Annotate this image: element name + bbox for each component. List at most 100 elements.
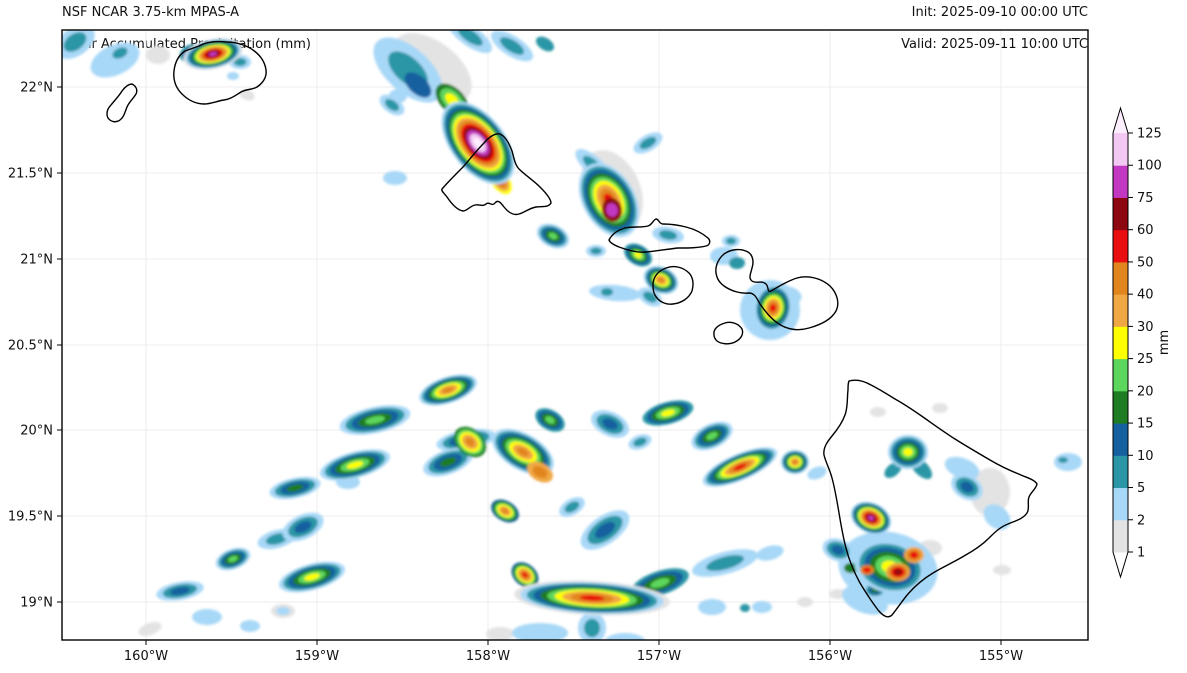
colorbar-tick-label: 125: [1137, 127, 1162, 142]
island-outline-kauai: [173, 40, 267, 105]
precip-cell-ring: [932, 403, 948, 413]
colorbar-tick-label: 5: [1137, 481, 1145, 496]
precip-cell-ring: [970, 468, 1010, 516]
precip-cell-ring: [792, 459, 798, 465]
colorbar-tick-label: 75: [1137, 191, 1154, 206]
precip-cell-ring: [639, 136, 657, 150]
precip-cell-ring: [729, 257, 745, 269]
precip-cell-ring: [589, 284, 641, 302]
precip-cell-ring: [752, 601, 772, 613]
precip-cell-ring: [634, 251, 642, 259]
precip-cell-ring: [807, 466, 827, 480]
y-axis-tick-label: 20°N: [20, 424, 53, 439]
precip-cell-ring: [442, 387, 454, 393]
precip-cell-ring: [265, 533, 289, 545]
colorbar-tick-label: 2: [1137, 513, 1145, 528]
precip-cell-ring: [545, 416, 555, 424]
x-axis-tick-label: 160°W: [124, 649, 168, 664]
colorbar-tick-label: 25: [1137, 352, 1154, 367]
island-outline-kahoolawe: [713, 321, 744, 345]
precip-cell-ring: [643, 291, 657, 303]
precip-cell-ring: [633, 437, 647, 447]
precip-cell-ring: [862, 567, 872, 573]
precip-cell-ring: [831, 545, 845, 555]
y-axis-tick-label: 20.5°N: [8, 339, 53, 354]
precip-cell-ring: [346, 461, 364, 469]
island-outline-maui: [715, 248, 839, 331]
precip-cell-ring: [725, 237, 737, 245]
colorbar-tick-label: 20: [1137, 384, 1154, 399]
x-axis-tick-label: 156°W: [808, 649, 852, 664]
y-axis-tick-label: 22°N: [20, 81, 53, 96]
precip-cell-ring: [532, 465, 548, 479]
precip-cell-ring: [733, 463, 747, 471]
precip-cell-ring: [170, 586, 190, 596]
island-outline-lanai: [652, 265, 694, 305]
precip-cell-ring: [457, 30, 483, 46]
precip-cell-ring: [535, 36, 555, 52]
precip-cell-ring: [602, 418, 618, 430]
colorbar-unit-label: mm: [1157, 330, 1172, 355]
colorbar-segment: [1113, 358, 1128, 392]
precip-cell-ring: [138, 622, 162, 636]
model-name: NSF NCAR 3.75-km MPAS-A: [62, 5, 240, 20]
precip-cell-ring: [769, 304, 777, 312]
precip-cell-ring: [658, 230, 678, 240]
colorbar-over-arrow: [1113, 108, 1128, 133]
precip-cell-ring: [650, 578, 670, 588]
precip-cell-ring: [706, 555, 744, 571]
precipitation-field: [62, 30, 1082, 640]
precip-cell-ring: [276, 606, 290, 616]
precip-cell-ring: [698, 599, 726, 615]
colorbar-tick-label: 60: [1137, 223, 1154, 238]
y-axis-tick-label: 21°N: [20, 253, 53, 268]
precip-cell-ring: [473, 137, 483, 149]
map-frame: [61, 29, 1089, 641]
colorbar-segment: [1113, 165, 1128, 198]
precip-cell-ring: [706, 432, 718, 440]
precip-cell-ring: [983, 504, 1011, 530]
colorbar-segment: [1113, 197, 1128, 231]
precip-cell-ring: [228, 555, 238, 563]
island-outline-niihau: [106, 83, 138, 123]
precip-cell-ring: [512, 623, 568, 640]
island-outline-oahu: [441, 133, 552, 216]
precip-cell-ring: [517, 447, 529, 457]
colorbar-tick-label: 1: [1137, 546, 1145, 561]
precip-cell-ring: [868, 515, 874, 521]
precip-cell-ring: [993, 565, 1011, 575]
precip-cell-ring: [404, 72, 432, 98]
colorbar-tick-label: 100: [1137, 159, 1162, 174]
colorbar-segment: [1113, 294, 1128, 327]
precip-cell-ring: [90, 42, 140, 78]
run-times: Init: 2025-09-10 00:00 UTC Valid: 2025-0…: [901, 5, 1088, 53]
precip-cell-ring: [909, 551, 919, 559]
precip-cell-ring: [594, 521, 616, 539]
colorbar-segment: [1113, 326, 1128, 360]
precip-cell-ring: [304, 573, 320, 581]
precip-cell-ring: [1058, 457, 1068, 463]
precip-cell-ring: [501, 508, 509, 514]
y-axis-tick-label: 19.5°N: [8, 510, 53, 525]
precip-cell-ring: [601, 288, 613, 296]
y-axis-tick-label: 21.5°N: [8, 167, 53, 182]
precip-cell-ring: [239, 89, 255, 101]
precip-cell-ring: [233, 57, 247, 67]
precip-cell-ring: [661, 409, 675, 417]
colorbar-segment: [1113, 133, 1128, 166]
colorbar-segment: [1113, 261, 1128, 295]
precip-cell-ring: [756, 545, 784, 561]
precip-cell-ring: [740, 604, 750, 612]
precip-cell-ring: [944, 456, 980, 480]
colorbar-segment: [1113, 455, 1128, 489]
precip-cell-ring: [365, 415, 385, 425]
x-axis-tick-label: 155°W: [979, 649, 1023, 664]
precip-cell-ring: [286, 484, 304, 492]
precip-cell-ring: [208, 51, 218, 57]
precip-cell-ring: [960, 481, 974, 493]
precip-cell-ring: [240, 620, 260, 632]
y-axis-tick-label: 19°N: [20, 596, 53, 611]
precip-cell-ring: [579, 595, 605, 601]
precip-cell-ring: [146, 46, 170, 64]
